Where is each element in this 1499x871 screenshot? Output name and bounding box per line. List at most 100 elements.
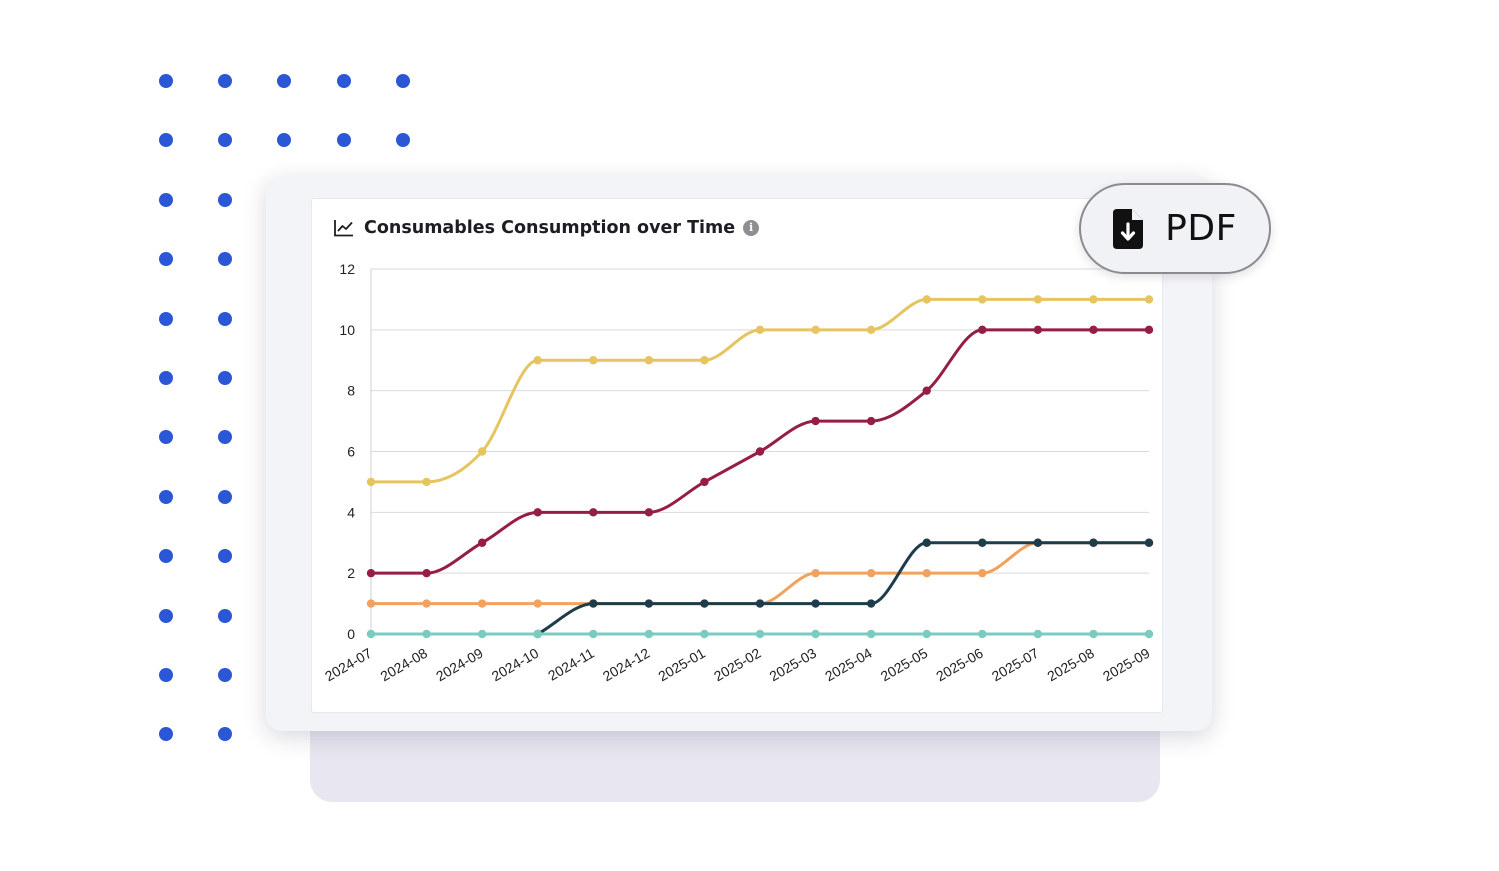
decorative-dot (277, 133, 291, 148)
data-point (978, 568, 987, 578)
x-tick-label: 2025-04 (822, 645, 875, 685)
info-icon[interactable]: i (743, 220, 760, 236)
data-point (811, 325, 820, 335)
data-point (700, 599, 709, 608)
decorative-dot (277, 74, 291, 88)
data-point (922, 629, 931, 639)
data-point (477, 447, 487, 456)
data-point (533, 599, 542, 608)
decorative-dot (218, 608, 232, 623)
x-tick-label: 2024-10 (489, 645, 542, 685)
x-tick-label: 2025-06 (933, 645, 986, 685)
x-tick-label: 2025-09 (1100, 645, 1153, 685)
data-point (477, 538, 487, 547)
x-tick-label: 2025-08 (1044, 645, 1097, 685)
data-point (644, 508, 654, 517)
y-tick-label: 6 (347, 444, 355, 460)
data-point (366, 629, 376, 639)
data-point (1144, 629, 1154, 639)
data-point (422, 599, 431, 608)
data-point (589, 356, 598, 365)
data-point (477, 629, 487, 639)
data-point (366, 568, 376, 578)
x-tick-label: 2025-02 (711, 645, 764, 685)
data-point (811, 599, 820, 608)
x-tick-label: 2025-01 (655, 645, 708, 685)
data-point (811, 416, 820, 426)
data-point (589, 508, 598, 517)
data-point (978, 295, 987, 304)
decorative-dot (159, 549, 173, 564)
decorative-dot (159, 430, 173, 445)
data-point (811, 629, 820, 639)
file-download-icon (1113, 208, 1144, 249)
data-point (866, 325, 876, 335)
data-point (644, 599, 654, 608)
y-tick-label: 8 (347, 383, 355, 399)
decorative-dot (159, 668, 173, 682)
y-tick-label: 10 (339, 322, 355, 338)
chart-card: 0 2 4 6 8 10 12 2024-07 2024-08 2024-09 2024-10 202… (311, 198, 1163, 713)
decorative-dot (159, 252, 173, 267)
decorative-dot (218, 133, 232, 148)
decorative-dot (159, 192, 173, 207)
decorative-dot (218, 192, 232, 207)
data-point (1144, 295, 1154, 304)
data-point (422, 477, 431, 487)
data-point (533, 508, 542, 517)
data-point (1033, 325, 1043, 335)
data-point (1033, 629, 1043, 639)
data-point (755, 325, 765, 335)
data-point (1089, 538, 1098, 547)
decorative-dot (218, 252, 232, 267)
chart-panel: 0 2 4 6 8 10 12 2024-07 2024-08 2024-09 2024-10 202… (266, 176, 1212, 731)
decorative-dot (218, 668, 232, 682)
data-point (978, 629, 987, 639)
x-tick-label: 2025-03 (767, 645, 820, 685)
pdf-button-label: PDF (1165, 208, 1237, 249)
data-point (922, 568, 931, 578)
decorative-dot (396, 133, 410, 148)
decorative-dot (337, 74, 351, 88)
x-tick-label: 2025-05 (878, 645, 931, 685)
data-point (533, 629, 542, 639)
data-point (700, 477, 709, 487)
data-point (866, 568, 876, 578)
data-point (978, 538, 987, 547)
chart-title: Consumables Consumption over Time (364, 218, 736, 238)
data-point (422, 568, 431, 578)
decorative-dot (337, 133, 351, 148)
data-point (1144, 538, 1154, 547)
data-point (589, 629, 598, 639)
data-point (866, 629, 876, 639)
x-tick-label: 2025-07 (989, 645, 1042, 685)
chart-header: Consumables Consumption over Time i (334, 217, 760, 239)
data-point (1144, 325, 1154, 335)
data-point (700, 629, 709, 639)
data-point (644, 629, 654, 639)
pdf-export-button[interactable]: PDF (1079, 183, 1271, 274)
decorative-dot (159, 727, 173, 742)
data-point (866, 416, 876, 426)
decorative-dot (218, 371, 232, 385)
data-point (922, 295, 931, 304)
data-point (1033, 538, 1043, 547)
x-tick-label: 2024-11 (545, 645, 597, 684)
series-line (536, 541, 1151, 636)
data-point (978, 325, 987, 335)
data-point (533, 356, 542, 365)
data-point (1089, 325, 1098, 335)
data-point (589, 599, 598, 608)
data-point (922, 386, 931, 395)
x-tick-label: 2024-12 (600, 645, 653, 685)
decorative-dot (159, 489, 173, 504)
data-point (700, 356, 709, 365)
series-line (369, 297, 1151, 484)
data-point (1033, 295, 1043, 304)
line-chart-icon (334, 220, 353, 237)
decorative-dot (218, 489, 232, 504)
y-tick-label: 0 (347, 626, 355, 642)
data-point (755, 599, 765, 608)
data-point (366, 477, 376, 487)
y-tick-label: 2 (347, 565, 355, 581)
